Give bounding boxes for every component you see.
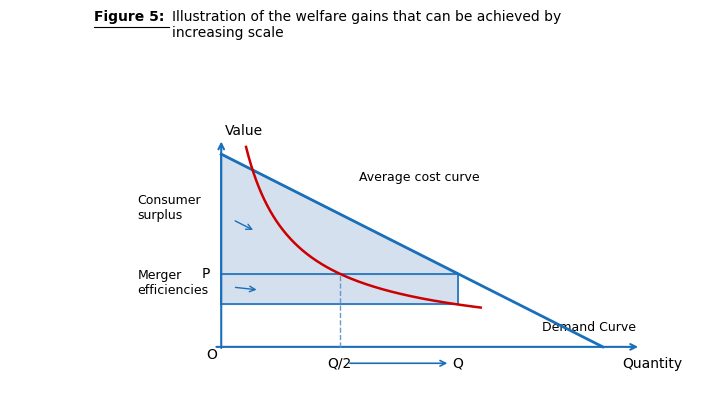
Text: Figure 5:: Figure 5: bbox=[94, 10, 164, 24]
Text: P: P bbox=[201, 267, 210, 281]
Text: Merger
efficiencies: Merger efficiencies bbox=[137, 269, 209, 297]
Text: Average cost curve: Average cost curve bbox=[359, 171, 479, 184]
Text: Demand Curve: Demand Curve bbox=[542, 321, 636, 334]
Text: Q: Q bbox=[453, 357, 464, 371]
Polygon shape bbox=[221, 154, 458, 274]
Text: Consumer
surplus: Consumer surplus bbox=[137, 194, 201, 222]
Polygon shape bbox=[221, 274, 458, 304]
Text: Illustration of the welfare gains that can be achieved by
increasing scale: Illustration of the welfare gains that c… bbox=[172, 10, 561, 40]
Text: Q/2: Q/2 bbox=[327, 357, 352, 371]
Text: Value: Value bbox=[225, 124, 264, 138]
Text: O: O bbox=[206, 347, 217, 362]
Text: Quantity: Quantity bbox=[622, 357, 682, 371]
